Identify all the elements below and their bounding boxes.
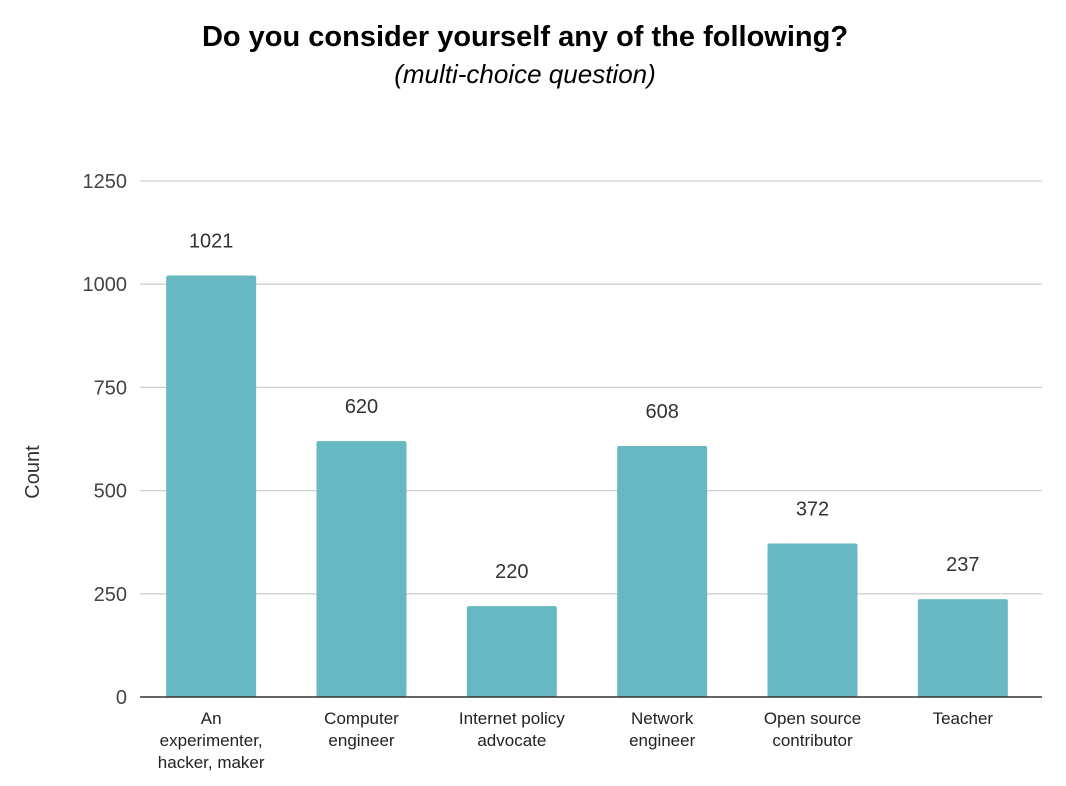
x-tick-label: Internet policy advocate [459, 709, 565, 750]
y-tick-label: 750 [94, 377, 127, 399]
x-tick-label: Network engineer [629, 709, 696, 750]
y-tick-label: 500 [94, 481, 127, 503]
x-tick-label: Computer engineer [324, 709, 399, 750]
y-tick-label: 1250 [83, 171, 128, 193]
bar [166, 275, 257, 697]
data-label: 608 [645, 401, 678, 423]
bar [617, 446, 708, 697]
data-label: 237 [946, 554, 979, 576]
x-tick-label: Teacher [933, 709, 994, 728]
y-tick-label: 250 [94, 584, 127, 606]
bar [767, 543, 858, 697]
x-tick-label: Open source contributor [764, 709, 861, 750]
data-label: 372 [796, 498, 829, 520]
gridlines [140, 180, 1042, 595]
chart-title-block: Do you consider yourself any of the foll… [0, 18, 1066, 92]
y-axis-title: Count [22, 445, 44, 499]
chart-title: Do you consider yourself any of the foll… [201, 21, 849, 53]
data-label: 220 [495, 561, 528, 583]
x-tick-label: An experimenter, hacker, maker [158, 709, 265, 772]
bars [166, 275, 1008, 697]
bar [917, 599, 1008, 697]
bar [316, 441, 407, 697]
y-tick-label: 1000 [83, 274, 128, 296]
y-tick-label: 0 [116, 687, 127, 709]
bar [466, 606, 557, 697]
labels: 0 250 500 750 1000 1250 1021 An experimenter, hac… [83, 171, 994, 772]
chart-subtitle: (multi-choice question) [394, 59, 656, 89]
data-label: 1021 [189, 231, 234, 253]
data-label: 620 [345, 396, 378, 418]
